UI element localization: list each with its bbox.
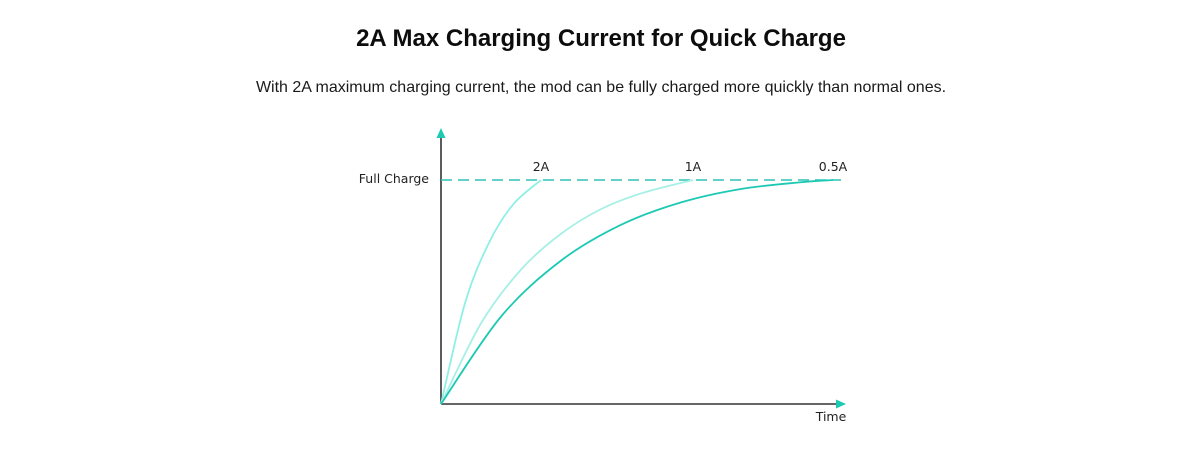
axes xyxy=(436,128,846,409)
x-axis-arrow-icon xyxy=(836,399,846,409)
full-charge-label: Full Charge xyxy=(359,171,430,186)
series-line-0 xyxy=(440,179,542,405)
y-axis-arrow-icon xyxy=(436,128,446,138)
series-line-2 xyxy=(440,179,834,405)
page-title: 2A Max Charging Current for Quick Charge xyxy=(356,25,846,52)
x-axis-label: Time xyxy=(815,409,847,424)
series-label-2: 0.5A xyxy=(819,159,848,174)
series-line-1 xyxy=(440,179,694,405)
series-layer: 2A 1A 0.5A xyxy=(440,159,848,405)
page-subtitle: With 2A maximum charging current, the mo… xyxy=(255,79,947,96)
series-label-0: 2A xyxy=(533,159,550,174)
series-label-1: 1A xyxy=(685,159,702,174)
